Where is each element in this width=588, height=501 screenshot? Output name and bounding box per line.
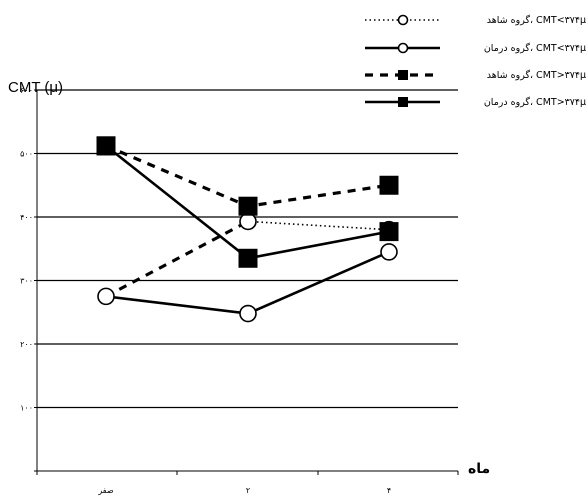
legend-item: گروه شاهد، CMT<۳۷۴μ: [365, 14, 586, 26]
data-point: [379, 222, 399, 242]
data-point: [397, 42, 409, 54]
legend-item: گروه درمان، CMT<۳۷۴μ: [365, 42, 586, 54]
data-point: [398, 70, 408, 80]
y-tick-label: ۲۰۰: [20, 340, 33, 349]
legend-label: گروه درمان، CMT>۳۷۴μ: [484, 96, 586, 108]
data-point: [239, 304, 257, 323]
legend: گروه شاهد، CMT<۳۷۴μ گروه درمان، CMT<۳۷۴μ گ…: [365, 14, 586, 108]
x-tick-label: ۴: [387, 486, 391, 495]
y-tick-label: ۳۰۰: [20, 277, 33, 286]
ticks: ۱۰۰ ۲۰۰ ۳۰۰ ۴۰۰ ۵۰۰ ۶۰۰ صفر ۲ ۴: [20, 86, 459, 495]
data-point: [238, 248, 258, 268]
data-point: [239, 212, 257, 231]
x-axis-label: ماه: [468, 461, 490, 477]
data-point: [398, 97, 408, 107]
data-point: [397, 14, 409, 26]
legend-label: گروه شاهد، CMT<۳۷۴μ: [487, 14, 586, 26]
y-tick-label: ۵۰۰: [20, 150, 33, 159]
legend-label: گروه شاهد، CMT>۳۷۴μ: [487, 69, 586, 81]
data-point: [238, 196, 258, 216]
data-point: [96, 136, 116, 156]
data-point: [97, 287, 115, 306]
y-tick-label: ۶۰۰: [20, 86, 33, 95]
y-tick-label: ۱۰۰: [20, 404, 33, 413]
data-point: [379, 175, 399, 195]
series-line: [105, 220, 249, 298]
y-axis-label: CMT (μ): [8, 79, 63, 96]
x-tick-label: صفر: [97, 486, 113, 495]
y-tick-label: ۴۰۰: [20, 213, 33, 222]
data-point: [380, 243, 398, 261]
legend-label: گروه درمان، CMT<۳۷۴μ: [484, 42, 586, 54]
series-layer: [96, 136, 399, 323]
x-tick-label: ۲: [246, 486, 250, 495]
series-line: [247, 220, 390, 231]
legend-item: گروه شاهد، CMT>۳۷۴μ: [365, 69, 586, 81]
legend-item: گروه درمان، CMT>۳۷۴μ: [365, 96, 586, 108]
